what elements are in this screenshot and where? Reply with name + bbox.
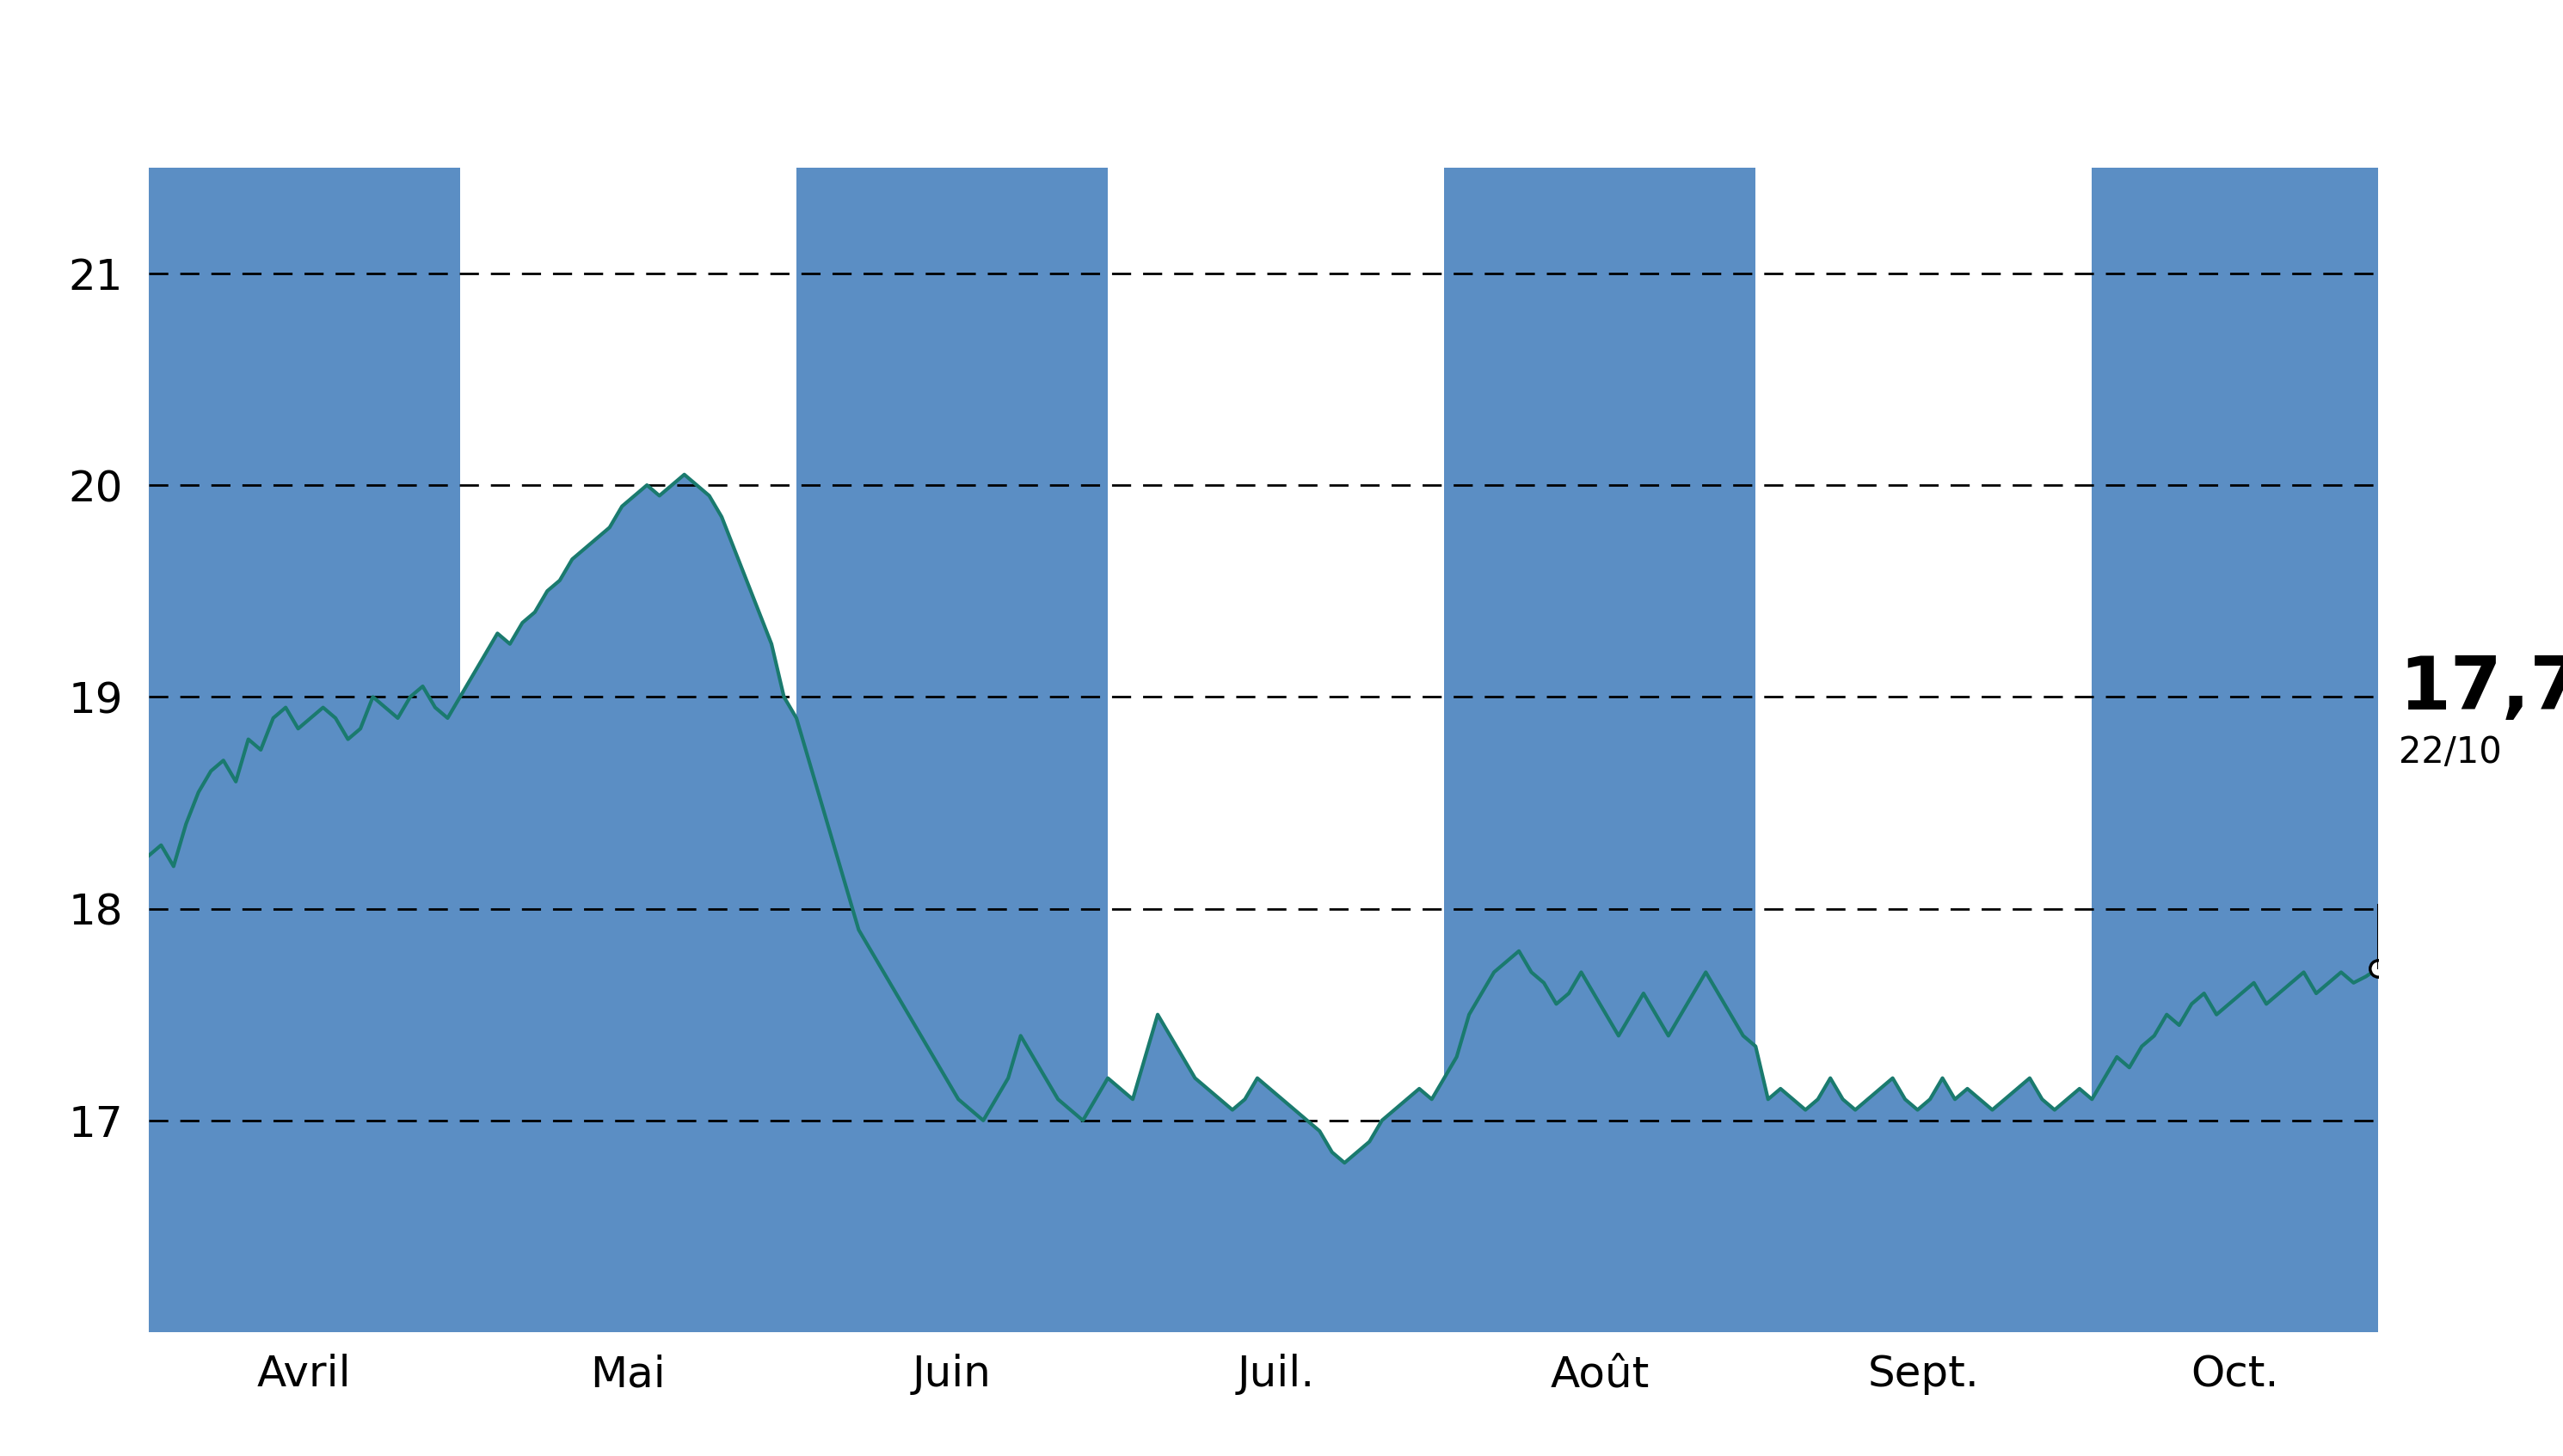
Bar: [1443, 167, 1756, 1332]
Text: CRCAM BRIE PIC2CCI: CRCAM BRIE PIC2CCI: [710, 31, 1853, 127]
Bar: [2091, 167, 2378, 1332]
Text: 22/10: 22/10: [2399, 734, 2501, 770]
Text: 17,72: 17,72: [2399, 654, 2563, 725]
Bar: [149, 167, 461, 1332]
Bar: [797, 167, 1107, 1332]
